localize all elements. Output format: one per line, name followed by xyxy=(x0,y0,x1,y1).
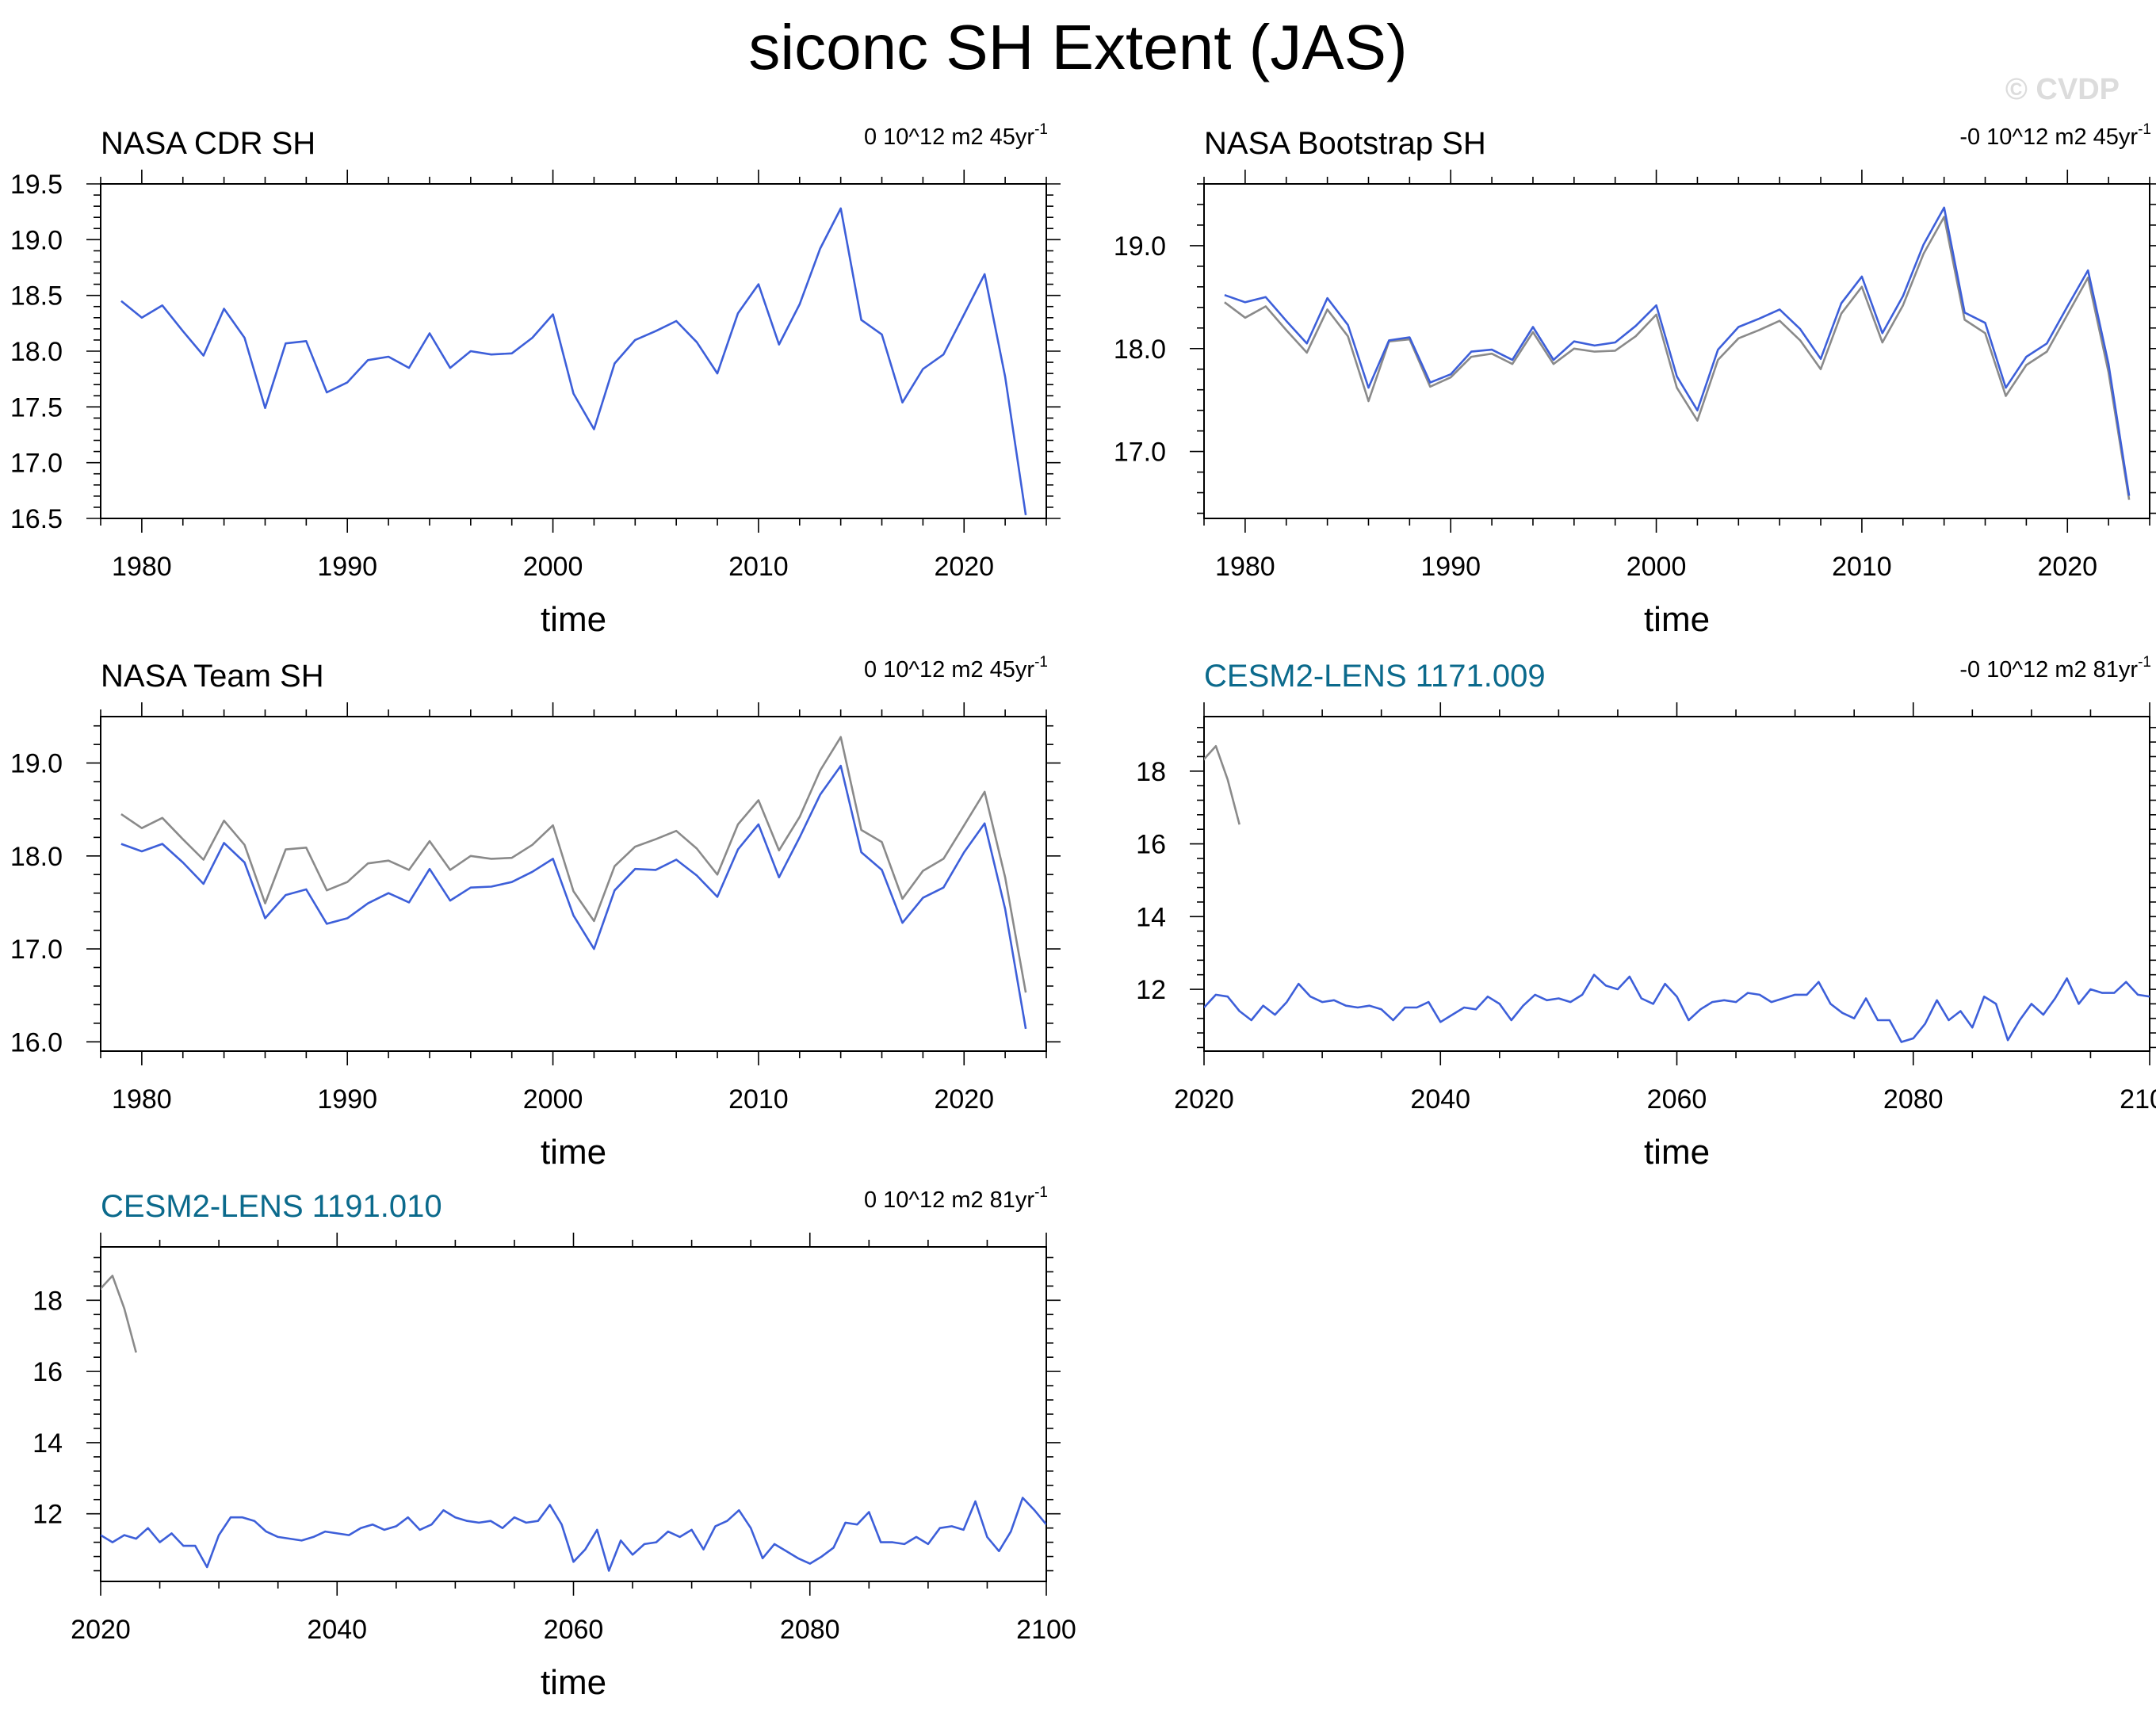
panel-title: CESM2-LENS 1191.010 xyxy=(101,1189,442,1224)
panel-title: NASA Team SH xyxy=(101,659,324,694)
y-tick-label: 17.0 xyxy=(10,935,63,965)
y-tick-label: 16 xyxy=(32,1357,63,1387)
trend-annotation: 0 10^12 m2 45yr-1 xyxy=(864,121,1048,150)
x-tick-label: 2020 xyxy=(71,1615,131,1645)
x-tick-label: 2010 xyxy=(728,552,789,582)
y-tick-label: 16 xyxy=(1136,830,1166,860)
chart-panel-3: 1980 1990 2000 2010 2020 16.0 17.0 18.0 19.0 NASA… xyxy=(10,654,1061,1172)
x-tick-label: 2080 xyxy=(1883,1084,1944,1115)
x-tick-label: 2020 xyxy=(2037,552,2097,582)
series-line-model xyxy=(120,764,1027,1030)
y-tick-label: 12 xyxy=(1136,975,1166,1005)
y-tick-label: 18 xyxy=(1136,757,1166,787)
x-axis-label: time xyxy=(1644,1133,1710,1172)
y-tick-label: 18.0 xyxy=(10,337,63,367)
series-line-obs xyxy=(101,1275,137,1353)
x-tick-label: 2000 xyxy=(523,1084,583,1115)
y-tick-label: 19.0 xyxy=(1114,231,1166,262)
x-tick-label: 2060 xyxy=(1647,1084,1707,1115)
trend-text: 0 10^12 m2 45yr xyxy=(864,657,1034,683)
trend-text: -0 10^12 m2 45yr xyxy=(1959,124,2138,150)
trend-annotation: -0 10^12 m2 45yr-1 xyxy=(1959,121,2151,150)
chart-panel-5: 2020 2040 2060 2080 2100 12 14 16 18 CESM2-LENS 1… xyxy=(32,1184,1076,1702)
plot-frame xyxy=(100,183,1047,519)
trend-exponent: -1 xyxy=(2138,654,2151,671)
y-tick-label: 18.0 xyxy=(10,842,63,872)
y-tick-label: 18 xyxy=(32,1286,63,1316)
x-tick-label: 1990 xyxy=(317,552,377,582)
x-tick-label: 1980 xyxy=(112,1084,172,1115)
y-tick-label: 19.0 xyxy=(10,749,63,779)
x-axis-label: time xyxy=(1644,600,1710,639)
trend-annotation: -0 10^12 m2 81yr-1 xyxy=(1959,654,2151,683)
x-tick-label: 2100 xyxy=(2120,1084,2156,1115)
x-tick-label: 2000 xyxy=(1627,552,1687,582)
y-tick-label: 17.5 xyxy=(10,392,63,423)
x-axis-label: time xyxy=(541,1133,606,1172)
x-tick-label: 2000 xyxy=(523,552,583,582)
series-line-model xyxy=(120,207,1027,515)
plot-frame xyxy=(1203,716,2150,1052)
series-line-obs xyxy=(1224,216,2131,500)
plot-frame xyxy=(1203,183,2150,519)
trend-annotation: 0 10^12 m2 81yr-1 xyxy=(864,1184,1048,1213)
trend-text: 0 10^12 m2 45yr xyxy=(864,124,1034,150)
x-tick-label: 2080 xyxy=(780,1615,840,1645)
trend-exponent: -1 xyxy=(1034,121,1048,138)
x-tick-label: 1990 xyxy=(317,1084,377,1115)
x-tick-label: 1980 xyxy=(1215,552,1275,582)
y-tick-label: 14 xyxy=(32,1428,63,1459)
y-tick-label: 18.0 xyxy=(1114,335,1166,365)
series-line-model xyxy=(1204,973,2150,1043)
y-tick-label: 17.0 xyxy=(1114,438,1166,468)
trend-exponent: -1 xyxy=(1034,1184,1048,1201)
x-tick-label: 2020 xyxy=(934,552,994,582)
trend-exponent: -1 xyxy=(1034,654,1048,671)
x-tick-label: 2060 xyxy=(544,1615,604,1645)
x-tick-label: 1990 xyxy=(1420,552,1481,582)
plot-frame xyxy=(100,716,1047,1052)
x-tick-label: 2100 xyxy=(1016,1615,1076,1645)
x-tick-label: 1980 xyxy=(112,552,172,582)
y-tick-label: 19.0 xyxy=(10,225,63,255)
chart-panel-2: 1980 1990 2000 2010 2020 17.0 18.0 19.0 NASA Boo… xyxy=(1114,121,2156,639)
trend-annotation: 0 10^12 m2 45yr-1 xyxy=(864,654,1048,683)
x-tick-label: 2010 xyxy=(1832,552,1892,582)
y-tick-label: 19.5 xyxy=(10,170,63,200)
series-line-obs xyxy=(1204,744,1240,825)
watermark: © CVDP xyxy=(2005,73,2120,106)
trend-text: 0 10^12 m2 81yr xyxy=(864,1187,1034,1213)
series-line-model xyxy=(1224,206,2131,496)
x-tick-label: 2020 xyxy=(934,1084,994,1115)
x-axis-label: time xyxy=(541,1663,606,1702)
x-tick-label: 2020 xyxy=(1174,1084,1234,1115)
plot-frame xyxy=(100,1246,1047,1582)
x-tick-label: 2040 xyxy=(307,1615,367,1645)
panel-title: CESM2-LENS 1171.009 xyxy=(1204,659,1546,694)
panel-title: NASA Bootstrap SH xyxy=(1204,126,1486,161)
y-tick-label: 14 xyxy=(1136,902,1166,932)
trend-text: -0 10^12 m2 81yr xyxy=(1959,657,2138,683)
series-line-obs xyxy=(120,736,1027,993)
y-tick-label: 12 xyxy=(32,1500,63,1530)
y-tick-label: 16.5 xyxy=(10,504,63,534)
x-tick-label: 2040 xyxy=(1410,1084,1470,1115)
chart-panel-1: 1980 1990 2000 2010 2020 16.5 17.0 17.5 18.0 18.5… xyxy=(10,121,1061,639)
series-line-model xyxy=(101,1497,1046,1572)
figure-title: siconc SH Extent (JAS) xyxy=(748,12,1408,82)
trend-exponent: -1 xyxy=(2138,121,2151,138)
x-axis-label: time xyxy=(541,600,606,639)
y-tick-label: 17.0 xyxy=(10,449,63,479)
chart-panel-4: 2020 2040 2060 2080 2100 12 14 16 18 CESM2-LENS 1… xyxy=(1136,654,2156,1172)
x-tick-label: 2010 xyxy=(728,1084,789,1115)
y-tick-label: 18.5 xyxy=(10,281,63,312)
panel-title: NASA CDR SH xyxy=(101,126,315,161)
y-tick-label: 16.0 xyxy=(10,1027,63,1057)
